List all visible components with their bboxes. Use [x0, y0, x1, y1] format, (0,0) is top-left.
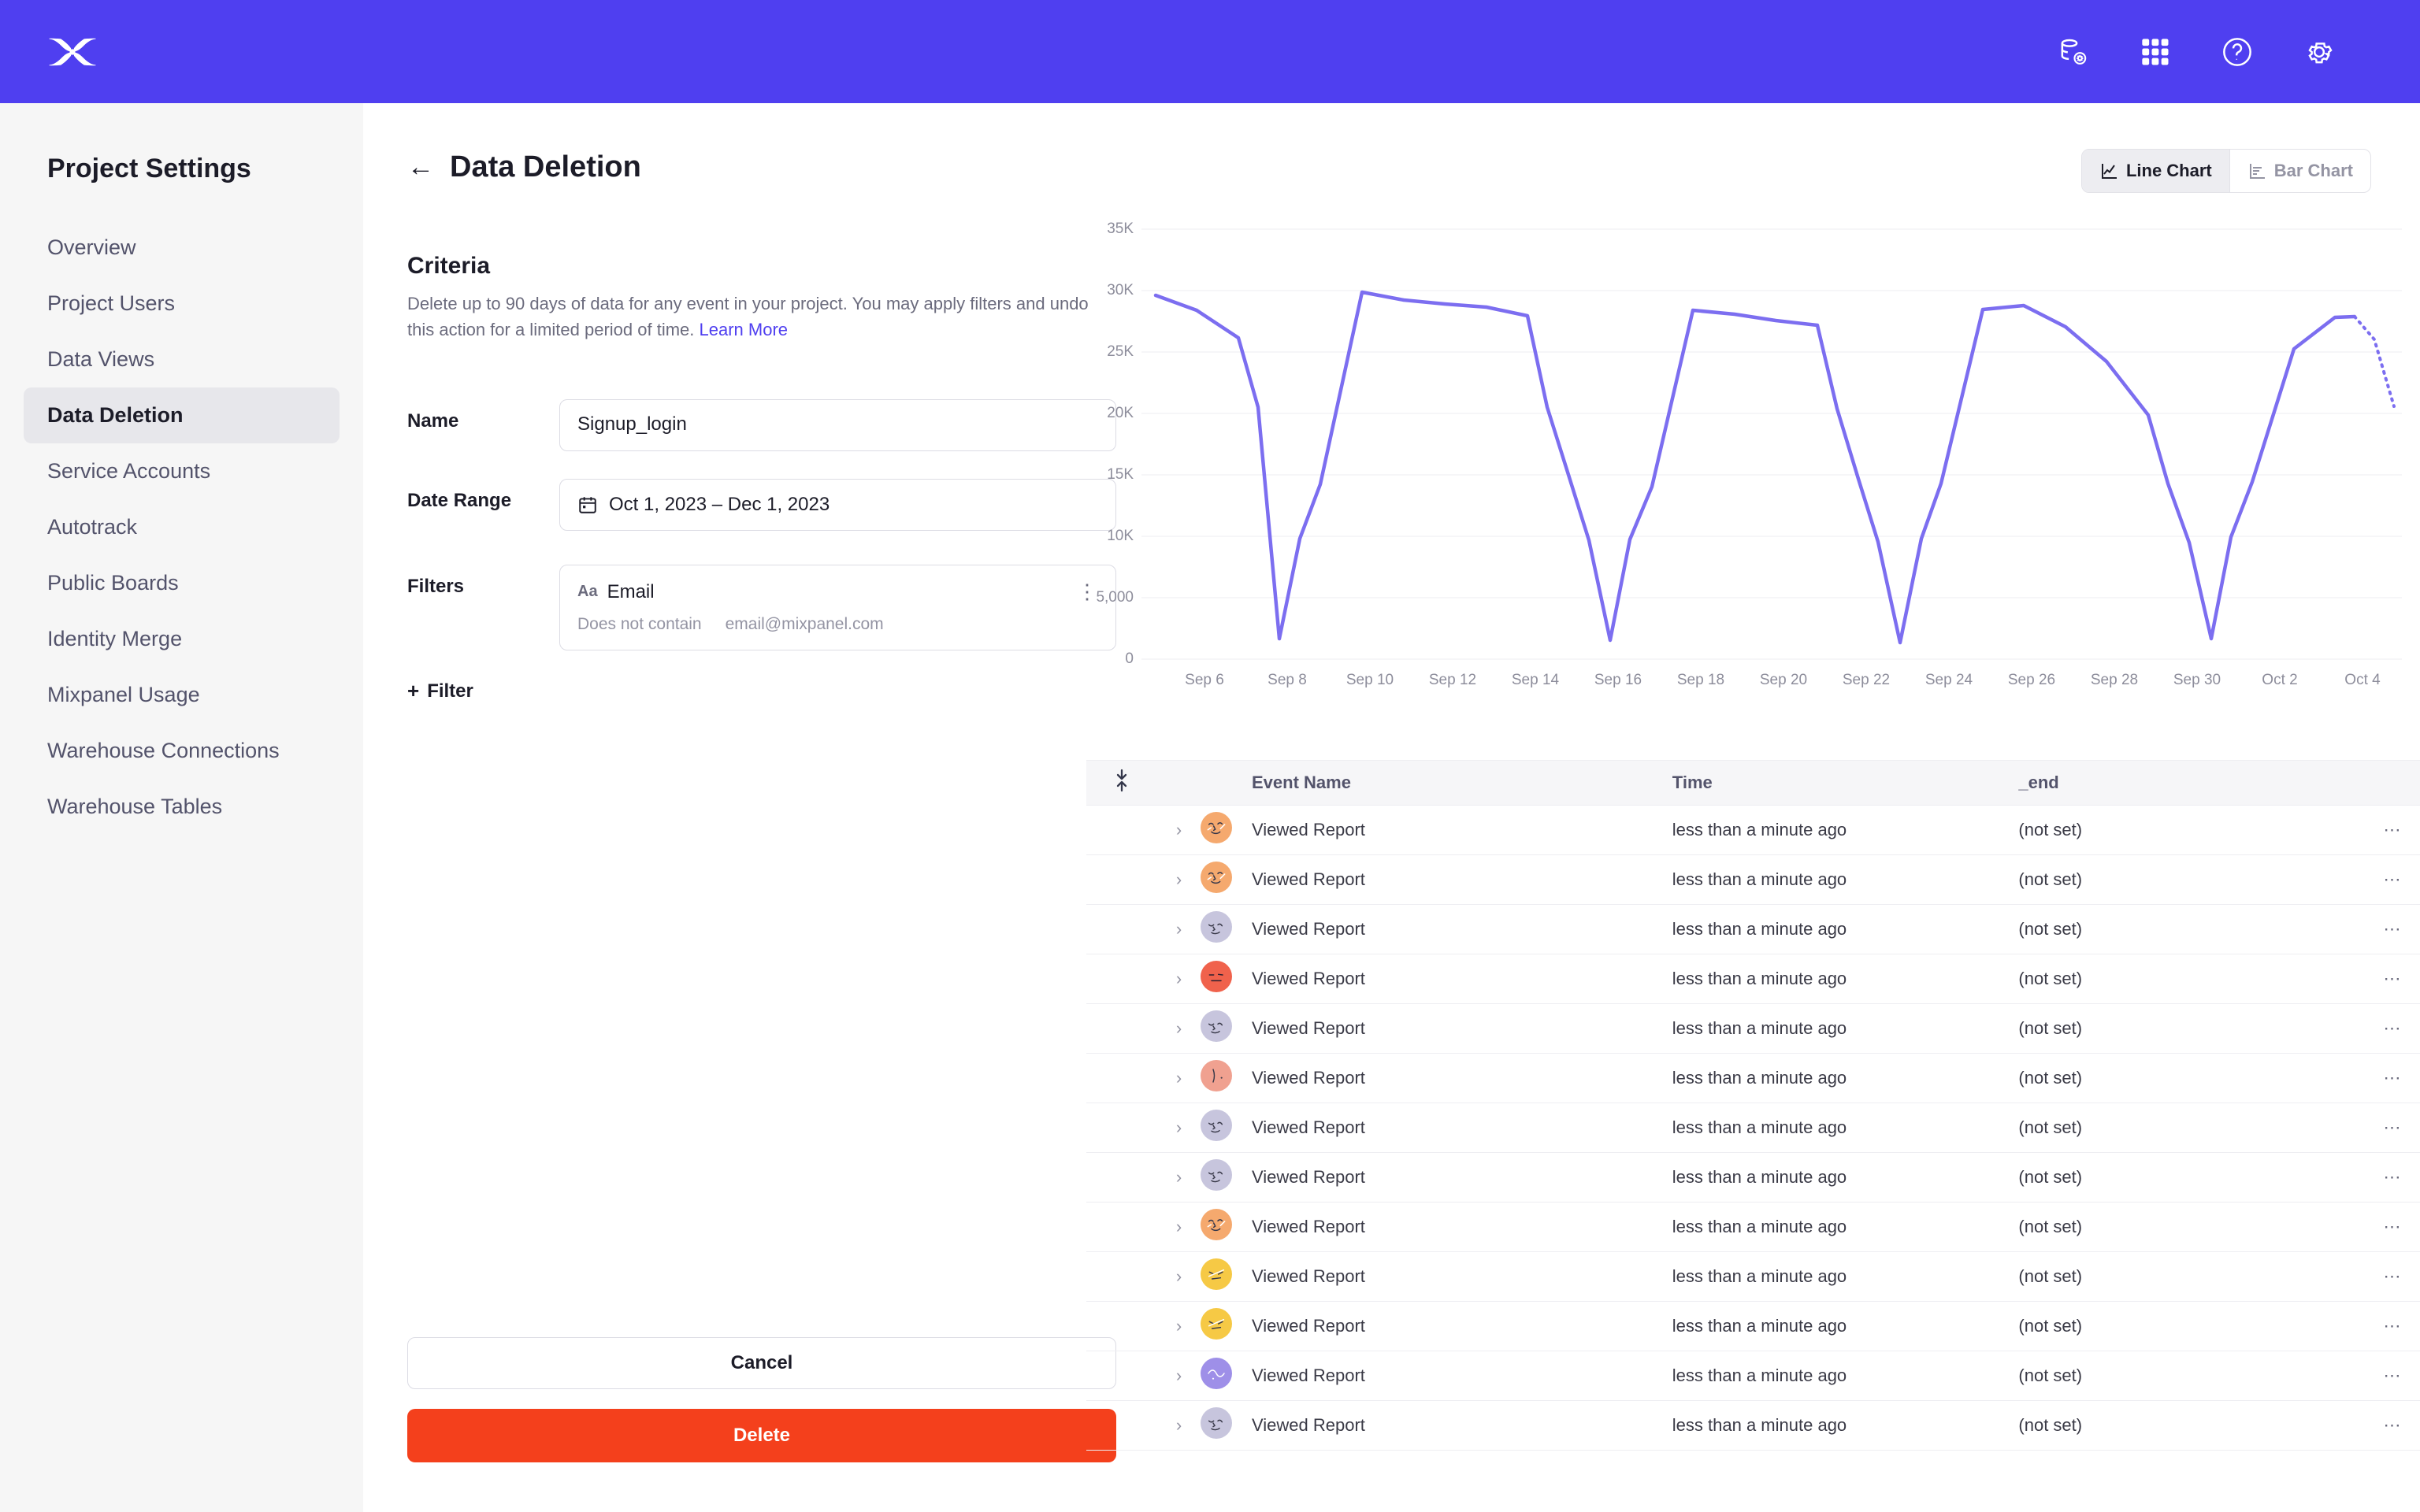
svg-text:Sep 8: Sep 8 [1268, 672, 1307, 688]
svg-text:Sep 24: Sep 24 [1925, 672, 1973, 688]
svg-text:Sep 10: Sep 10 [1346, 672, 1394, 688]
svg-text:Sep 14: Sep 14 [1512, 672, 1560, 688]
svg-text:15K: 15K [1107, 466, 1134, 483]
svg-text:Sep 18: Sep 18 [1677, 672, 1724, 688]
svg-text:Sep 28: Sep 28 [2091, 672, 2138, 688]
svg-text:10K: 10K [1107, 528, 1134, 544]
svg-text:Oct 4: Oct 4 [2344, 672, 2381, 688]
svg-text:35K: 35K [1107, 220, 1134, 237]
svg-text:Sep 12: Sep 12 [1429, 672, 1476, 688]
svg-text:5,000: 5,000 [1096, 589, 1134, 606]
svg-text:20K: 20K [1107, 405, 1134, 421]
svg-text:Sep 6: Sep 6 [1185, 672, 1224, 688]
svg-text:Sep 16: Sep 16 [1594, 672, 1642, 688]
svg-text:Sep 22: Sep 22 [1843, 672, 1890, 688]
svg-text:Sep 26: Sep 26 [2008, 672, 2055, 688]
svg-text:25K: 25K [1107, 343, 1134, 360]
svg-text:30K: 30K [1107, 282, 1134, 298]
svg-text:Oct 2: Oct 2 [2262, 672, 2297, 688]
svg-text:Sep 30: Sep 30 [2173, 672, 2221, 688]
svg-text:0: 0 [1125, 650, 1134, 667]
svg-text:Sep 20: Sep 20 [1760, 672, 1807, 688]
